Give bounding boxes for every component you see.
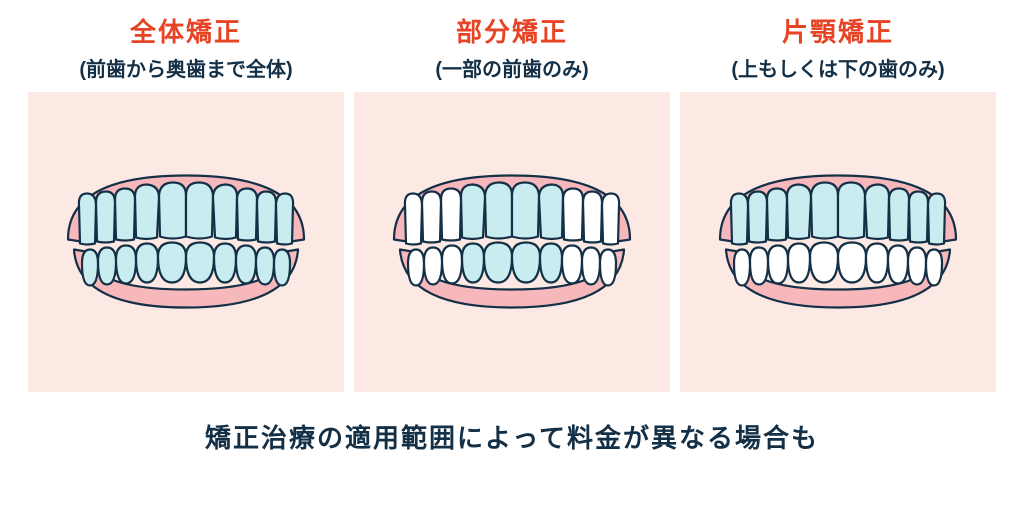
card-panel: [680, 92, 996, 392]
card-full: 全体矯正 (前歯から奥歯まで全体): [28, 12, 344, 392]
card-title: 部分矯正: [354, 12, 670, 49]
card-title: 全体矯正: [28, 12, 344, 49]
teeth-diagram-single: [710, 167, 966, 317]
card-single: 片顎矯正 (上もしくは下の歯のみ): [680, 12, 996, 392]
footer-caption: 矯正治療の適用範囲によって料金が異なる場合も: [0, 418, 1024, 455]
card-panel: [354, 92, 670, 392]
card-partial: 部分矯正 (一部の前歯のみ): [354, 12, 670, 392]
card-title: 片顎矯正: [680, 12, 996, 49]
cards-row: 全体矯正 (前歯から奥歯まで全体) 部分矯正 (一部の前歯のみ) 片顎矯正 (上…: [0, 0, 1024, 392]
card-subtitle: (前歯から奥歯まで全体): [28, 53, 344, 82]
card-subtitle: (上もしくは下の歯のみ): [680, 53, 996, 82]
card-subtitle: (一部の前歯のみ): [354, 53, 670, 82]
teeth-diagram-full: [58, 167, 314, 317]
teeth-diagram-partial: [384, 167, 640, 317]
card-panel: [28, 92, 344, 392]
